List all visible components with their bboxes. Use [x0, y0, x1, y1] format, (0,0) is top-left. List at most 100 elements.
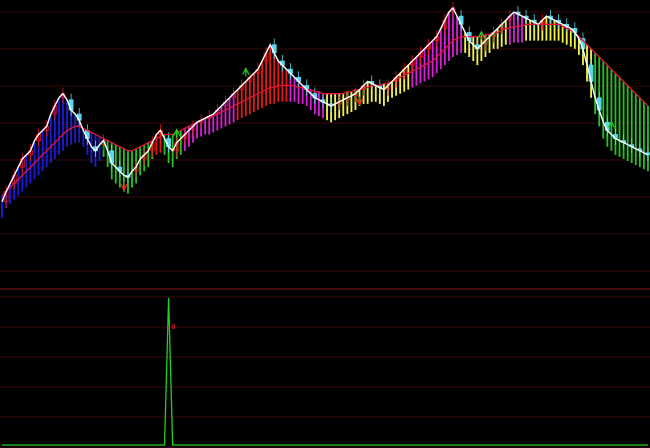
indicator-bar	[297, 81, 300, 104]
indicator-bar	[45, 126, 48, 168]
indicator-bar	[606, 65, 609, 147]
indicator-bar	[208, 116, 211, 135]
indicator-bar	[399, 73, 402, 94]
indicator-bar	[179, 130, 182, 155]
indicator-bar	[468, 36, 471, 57]
indicator-bar	[642, 101, 645, 170]
indicator-bar	[350, 91, 353, 113]
indicator-bar	[561, 24, 564, 43]
indicator-bar	[594, 52, 597, 115]
indicator-bar	[614, 73, 617, 155]
indicator-bar	[106, 140, 109, 168]
indicator-bar	[281, 65, 284, 102]
indicator-bar	[427, 44, 430, 80]
indicator-bar	[545, 16, 548, 41]
indicator-bar	[533, 22, 536, 41]
indicator-bar	[517, 14, 519, 43]
indicator-bar	[553, 20, 556, 41]
indicator-bar	[305, 89, 308, 106]
close-price-line	[1, 6, 649, 203]
indicator-bar	[419, 52, 422, 84]
indicator-bar	[212, 114, 215, 133]
indicator-bar	[62, 93, 64, 151]
indicator-bar	[147, 142, 150, 168]
up-arrow-icon	[477, 30, 485, 40]
indicator-bar	[90, 132, 93, 164]
indicator-bar	[293, 77, 296, 102]
indicator-bar	[496, 28, 499, 49]
indicator-bar	[557, 22, 560, 41]
indicator-bar	[78, 120, 81, 143]
indicator-bar	[187, 126, 190, 147]
indicator-bar	[163, 134, 166, 155]
indicator-bar	[529, 20, 532, 41]
indicator-bar	[443, 20, 446, 66]
indicator-bar	[366, 81, 369, 104]
indicator-bar	[57, 97, 60, 155]
indicator-bar	[220, 105, 223, 129]
indicator-bar	[626, 85, 629, 161]
indicator-bar	[53, 105, 56, 159]
sub-indicator-line	[2, 297, 648, 446]
indicator-bar	[273, 52, 276, 104]
down-arrow-icon	[355, 96, 364, 106]
indicator-bar	[342, 93, 345, 117]
sub-indicator-label: ↓0	[167, 323, 175, 331]
indicator-bar	[98, 136, 101, 161]
indicator-bar	[622, 81, 625, 159]
up-arrow-icon	[173, 128, 181, 138]
indicator-bar	[70, 110, 73, 145]
indicator-bar	[252, 73, 255, 113]
indicator-bar	[464, 32, 467, 53]
indicator-bar	[228, 97, 231, 125]
indicator-bar	[82, 128, 85, 147]
indicator-bar	[435, 36, 438, 74]
indicator-bar	[565, 26, 568, 45]
indicator-bar	[17, 167, 20, 196]
indicator-bar	[159, 130, 162, 153]
indicator-bar	[512, 12, 515, 43]
indicator-bar	[204, 118, 207, 135]
indicator-bar	[378, 85, 381, 104]
indicator-bar	[139, 146, 142, 176]
moving-average-line	[1, 23, 649, 197]
indicator-bar	[525, 18, 528, 41]
indicator-bar	[122, 148, 125, 192]
indicator-bar	[232, 93, 235, 123]
indicator-bar	[602, 61, 605, 139]
indicator-bar	[301, 85, 304, 104]
indicator-bar	[439, 28, 442, 70]
indicator-bar	[452, 8, 454, 57]
indicator-bar	[415, 56, 418, 86]
indicator-bar	[500, 24, 503, 47]
main-indicator-bars	[1, 8, 649, 219]
indicator-bar	[9, 183, 12, 204]
main-candles	[3, 1, 650, 208]
indicator-bar	[374, 85, 377, 102]
indicator-bar	[573, 32, 576, 49]
indicator-bar	[403, 69, 406, 92]
indicator-bar	[244, 81, 247, 117]
indicator-bar	[236, 89, 239, 121]
indicator-bar	[480, 36, 483, 62]
indicator-bar	[289, 73, 292, 102]
indicator-bar	[317, 91, 320, 117]
indicator-bar	[1, 195, 3, 219]
indicator-bar	[537, 24, 540, 41]
indicator-bar	[261, 61, 263, 108]
indicator-bar	[277, 61, 280, 102]
indicator-bar	[407, 65, 410, 90]
indicator-bar	[74, 114, 77, 143]
up-arrow-icon	[242, 67, 250, 77]
indicator-bar	[610, 69, 613, 151]
indicator-bar	[49, 114, 52, 164]
indicator-bar	[370, 83, 373, 102]
indicator-bar	[447, 12, 450, 62]
main-signals	[120, 30, 615, 192]
down-arrow-icon	[120, 182, 128, 192]
indicator-bar	[66, 99, 68, 147]
indicator-bar	[618, 77, 621, 157]
indicator-bar	[460, 24, 463, 53]
indicator-bar	[549, 18, 552, 41]
